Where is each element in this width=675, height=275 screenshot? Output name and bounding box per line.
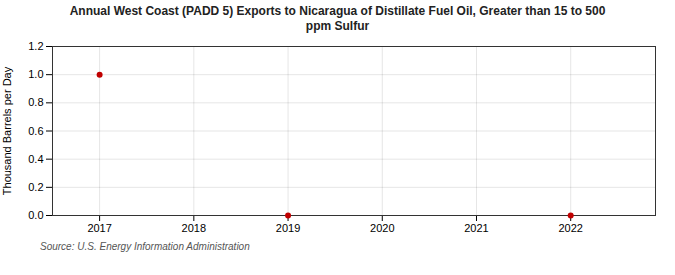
svg-text:0.4: 0.4 — [28, 153, 43, 165]
svg-text:Thousand Barrels per Day: Thousand Barrels per Day — [1, 66, 13, 195]
html-text:Source: U.S. Energy Informatio: Source: U.S. Energy Information Administ… — [40, 241, 250, 252]
svg-text:0.8: 0.8 — [28, 96, 43, 108]
svg-text:2017: 2017 — [87, 222, 111, 234]
svg-text:2022: 2022 — [558, 222, 582, 234]
svg-text:2020: 2020 — [370, 222, 394, 234]
svg-text:0.0: 0.0 — [28, 209, 43, 221]
svg-text:2021: 2021 — [464, 222, 488, 234]
svg-text:1.0: 1.0 — [28, 68, 43, 80]
svg-text:0.6: 0.6 — [28, 125, 43, 137]
svg-text:2018: 2018 — [182, 222, 206, 234]
html-text:Annual West Coast (PADD 5) Exp: Annual West Coast (PADD 5) Exports to Ni… — [69, 4, 606, 33]
svg-text:2019: 2019 — [276, 222, 300, 234]
svg-text:0.2: 0.2 — [28, 181, 43, 193]
svg-text:1.2: 1.2 — [28, 40, 43, 52]
